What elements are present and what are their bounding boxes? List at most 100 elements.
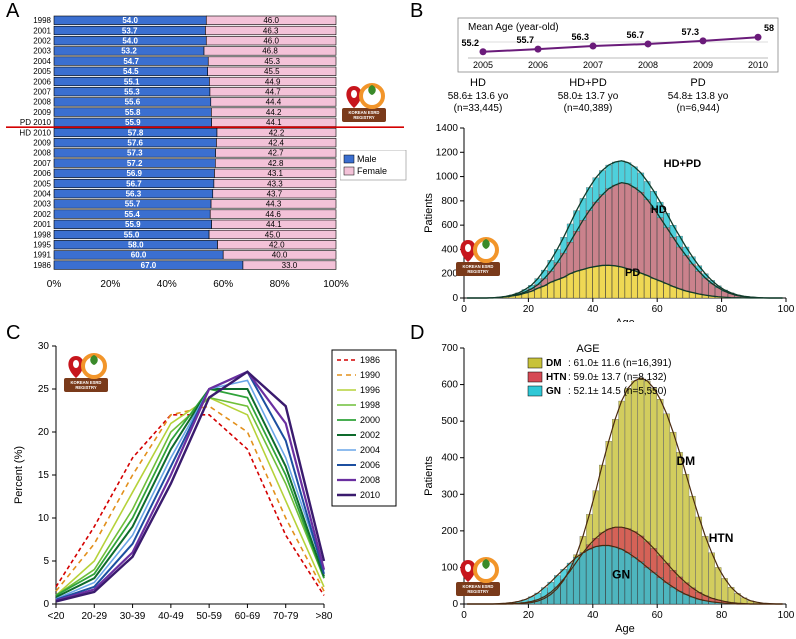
registry-logo-c: KOREAN ESRDREGISTRY xyxy=(64,352,108,392)
svg-text:PD: PD xyxy=(625,267,640,279)
svg-text:10: 10 xyxy=(38,513,50,524)
svg-text:44.6: 44.6 xyxy=(265,210,281,219)
svg-text:1200: 1200 xyxy=(436,147,459,158)
svg-text:1991: 1991 xyxy=(33,251,51,260)
svg-text:0: 0 xyxy=(461,610,467,621)
figure-root: { "panelA": { "label":"A", "male_color":… xyxy=(0,0,796,639)
svg-text:Age: Age xyxy=(615,623,635,635)
svg-text:2004: 2004 xyxy=(33,57,51,66)
svg-text:25: 25 xyxy=(38,384,50,395)
svg-text:40.0: 40.0 xyxy=(272,251,288,260)
svg-text:53.7: 53.7 xyxy=(122,26,138,35)
svg-text:54.7: 54.7 xyxy=(123,57,139,66)
svg-text:2004: 2004 xyxy=(33,190,51,199)
svg-text:2004: 2004 xyxy=(360,445,380,455)
svg-text:HD+PD: HD+PD xyxy=(569,77,607,89)
svg-text:40: 40 xyxy=(587,304,599,315)
svg-text:55.2: 55.2 xyxy=(461,38,479,48)
svg-text:1995: 1995 xyxy=(33,241,51,250)
svg-text:500: 500 xyxy=(441,416,458,427)
svg-text:1986: 1986 xyxy=(360,355,380,365)
svg-text:30: 30 xyxy=(38,341,50,352)
svg-text:57.6: 57.6 xyxy=(127,139,143,148)
svg-text:55.7: 55.7 xyxy=(125,200,141,209)
svg-text:55.4: 55.4 xyxy=(124,210,140,219)
svg-text:PD 2010: PD 2010 xyxy=(20,118,52,127)
svg-text:1996: 1996 xyxy=(360,385,380,395)
svg-text:20%: 20% xyxy=(100,279,120,290)
svg-text:44.2: 44.2 xyxy=(266,108,282,117)
svg-text:0: 0 xyxy=(452,293,458,304)
svg-text:55.7: 55.7 xyxy=(516,35,534,45)
svg-text:58.6± 13.6 yo: 58.6± 13.6 yo xyxy=(448,91,509,102)
svg-text:1990: 1990 xyxy=(360,370,380,380)
svg-text:45.5: 45.5 xyxy=(264,67,280,76)
svg-text:55.6: 55.6 xyxy=(125,98,141,107)
svg-text:42.2: 42.2 xyxy=(269,128,285,137)
svg-text:GN: GN xyxy=(612,567,630,581)
svg-text:2006: 2006 xyxy=(528,60,548,70)
svg-text:: 61.0± 11.6 (n=16,391): : 61.0± 11.6 (n=16,391) xyxy=(568,358,671,369)
svg-text:HD: HD xyxy=(470,77,486,89)
svg-text:2008: 2008 xyxy=(360,475,380,485)
svg-text:2009: 2009 xyxy=(33,139,51,148)
svg-text:60%: 60% xyxy=(213,279,233,290)
svg-text:HD+PD: HD+PD xyxy=(664,158,702,170)
svg-text:REGISTRY: REGISTRY xyxy=(75,385,96,390)
svg-text:55.1: 55.1 xyxy=(124,77,140,86)
svg-text:55.0: 55.0 xyxy=(124,230,140,239)
svg-text:Patients: Patients xyxy=(423,456,435,496)
svg-text:55.8: 55.8 xyxy=(125,108,141,117)
svg-text:2009: 2009 xyxy=(33,108,51,117)
svg-text:43.1: 43.1 xyxy=(267,169,283,178)
svg-text:DM: DM xyxy=(546,358,562,369)
svg-text:Male: Male xyxy=(357,154,377,164)
svg-text:(n=40,389): (n=40,389) xyxy=(564,103,613,114)
svg-text:1998: 1998 xyxy=(360,400,380,410)
svg-text:2003: 2003 xyxy=(33,200,51,209)
svg-text:HTN: HTN xyxy=(709,531,734,545)
svg-text:60-69: 60-69 xyxy=(235,611,261,622)
svg-text:57.3: 57.3 xyxy=(681,27,699,37)
svg-text:1400: 1400 xyxy=(436,123,459,134)
svg-text:80: 80 xyxy=(716,610,728,621)
svg-text:100: 100 xyxy=(778,610,795,621)
svg-text:44.9: 44.9 xyxy=(265,77,281,86)
svg-text:54.5: 54.5 xyxy=(123,67,139,76)
svg-text:56.7: 56.7 xyxy=(126,179,142,188)
svg-text:80%: 80% xyxy=(270,279,290,290)
svg-text:Patients: Patients xyxy=(423,193,435,233)
svg-text:: 52.1± 14.5 (n=5,550): : 52.1± 14.5 (n=5,550) xyxy=(568,386,667,397)
svg-text:GN: GN xyxy=(546,386,561,397)
svg-text:15: 15 xyxy=(38,470,50,481)
svg-text:>80: >80 xyxy=(316,611,333,622)
svg-text:2007: 2007 xyxy=(33,88,51,97)
svg-text:2010: 2010 xyxy=(748,60,768,70)
svg-text:40: 40 xyxy=(587,610,599,621)
svg-text:2006: 2006 xyxy=(33,169,51,178)
svg-text:67.0: 67.0 xyxy=(141,261,157,270)
svg-text:20: 20 xyxy=(523,304,535,315)
svg-text:40%: 40% xyxy=(157,279,177,290)
svg-text:REGISTRY: REGISTRY xyxy=(353,115,374,120)
svg-text:REGISTRY: REGISTRY xyxy=(467,269,488,274)
svg-text:100%: 100% xyxy=(323,279,349,290)
svg-text:44.1: 44.1 xyxy=(266,220,282,229)
svg-text:55.9: 55.9 xyxy=(125,220,141,229)
svg-text:57.8: 57.8 xyxy=(128,128,144,137)
svg-text:2003: 2003 xyxy=(33,47,51,56)
svg-text:0%: 0% xyxy=(47,279,62,290)
registry-logo-b: KOREAN ESRDREGISTRY xyxy=(456,236,500,276)
panel-a-legend: MaleFemale xyxy=(340,150,410,184)
svg-text:20: 20 xyxy=(38,427,50,438)
registry-logo-d: KOREAN ESRDREGISTRY xyxy=(456,556,500,596)
svg-text:44.3: 44.3 xyxy=(266,200,282,209)
svg-text:42.8: 42.8 xyxy=(268,159,284,168)
svg-text:56.9: 56.9 xyxy=(126,169,142,178)
svg-text:40-49: 40-49 xyxy=(158,611,184,622)
registry-logo-a: KOREAN ESRDREGISTRY xyxy=(342,82,386,122)
svg-text:20: 20 xyxy=(523,610,535,621)
svg-text:46.8: 46.8 xyxy=(262,47,278,56)
svg-text:45.0: 45.0 xyxy=(265,230,281,239)
svg-text:200: 200 xyxy=(441,526,458,537)
